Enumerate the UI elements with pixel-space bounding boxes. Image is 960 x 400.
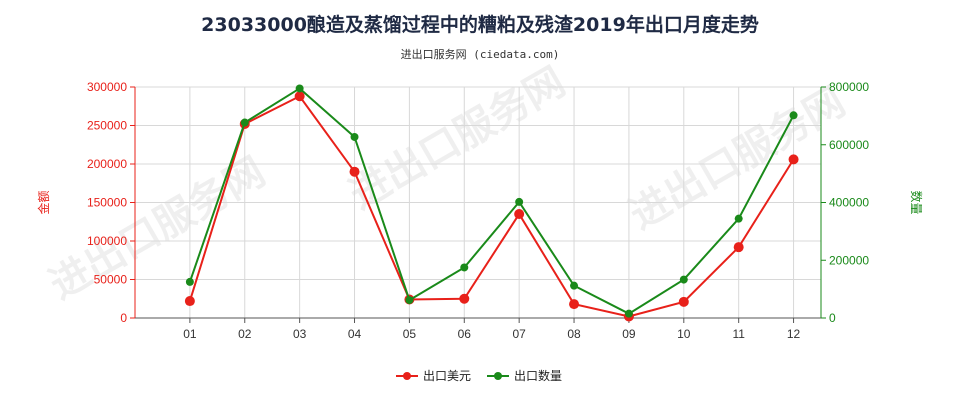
series-1-point-03 (294, 91, 305, 102)
series-2-point-12 (789, 111, 798, 120)
y-left-tick-label: 200000 (87, 157, 127, 171)
series-2-point-03 (295, 84, 304, 93)
x-tick-label: 01 (183, 327, 197, 341)
x-tick-label: 11 (732, 327, 745, 341)
series-line-2 (188, 87, 795, 315)
series-2-point-04 (350, 132, 359, 141)
y-left-tick-label: 150000 (87, 196, 127, 210)
chart-title: 23033000酿造及蒸馏过程中的糟粕及残渣2019年出口月度走势 (201, 14, 759, 36)
series-1-point-08 (569, 299, 580, 310)
series-2-point-05 (405, 296, 414, 305)
x-tick-label: 02 (238, 327, 252, 341)
x-tick-label: 04 (348, 327, 362, 341)
y-right-tick-label: 0 (829, 311, 836, 325)
series-2-point-01 (185, 277, 194, 286)
x-tick-label: 12 (787, 327, 801, 341)
x-tick-label: 08 (567, 327, 581, 341)
series-2-point-02 (240, 118, 249, 127)
series-1-point-04 (349, 166, 360, 177)
series-line-1 (188, 94, 795, 318)
y-axis-left-title: 金额 (36, 190, 51, 214)
series-2-point-09 (624, 309, 633, 318)
x-tick-label: 09 (622, 327, 636, 341)
chart-subtitle: 进出口服务网 (ciedata.com) (400, 48, 560, 61)
series-1-point-11 (733, 242, 744, 253)
series-2-point-07 (515, 197, 524, 206)
legend: 出口美元 出口数量 (396, 368, 562, 383)
series-2-point-10 (679, 275, 688, 284)
y-right-tick-label: 800000 (829, 80, 869, 94)
series-layer (184, 84, 799, 322)
x-tick-label: 10 (677, 327, 691, 341)
y-left-tick-label: 300000 (87, 80, 127, 94)
axes: 0500001000001500002000002500003000000200… (36, 80, 924, 341)
y-axis-right-title: 数量 (909, 190, 924, 214)
series-2-point-06 (460, 263, 469, 272)
legend-label-2: 出口数量 (514, 368, 562, 383)
y-left-tick-label: 50000 (94, 273, 128, 287)
x-tick-label: 05 (403, 327, 417, 341)
watermark-text-3: 进出口服务网 (622, 79, 853, 239)
legend-marker-2 (494, 372, 502, 380)
series-1-point-10 (678, 296, 689, 307)
series-1-point-07 (514, 209, 525, 220)
y-right-tick-label: 600000 (829, 138, 869, 152)
series-1-point-01 (184, 296, 195, 307)
series-2-point-08 (570, 281, 579, 290)
watermark-text-1: 进出口服务网 (42, 149, 273, 309)
series-1-point-12 (788, 154, 799, 165)
series-1-point-06 (459, 293, 470, 304)
series-2-point-11 (734, 214, 743, 223)
y-left-tick-label: 250000 (87, 119, 127, 133)
y-right-tick-label: 200000 (829, 253, 869, 267)
legend-label-1: 出口美元 (423, 369, 471, 383)
y-left-tick-label: 0 (120, 311, 127, 325)
watermark-text-2: 进出口服务网 (342, 59, 573, 219)
x-tick-label: 03 (293, 327, 307, 341)
legend-marker-1 (403, 372, 411, 380)
y-right-tick-label: 400000 (829, 196, 869, 210)
y-left-tick-label: 100000 (87, 234, 127, 248)
x-tick-label: 06 (458, 327, 472, 341)
x-tick-label: 07 (512, 327, 526, 341)
